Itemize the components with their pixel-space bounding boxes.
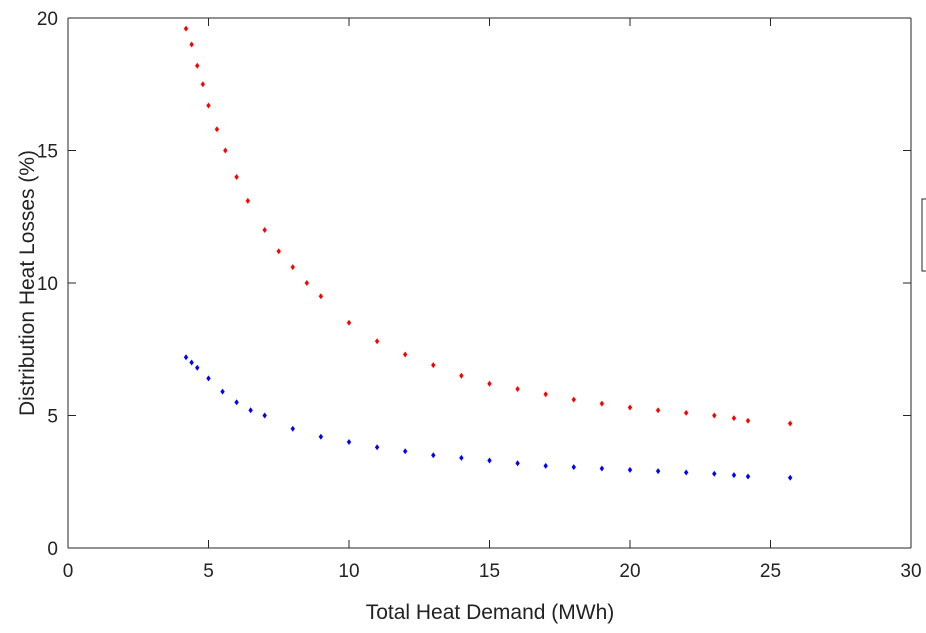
data-point <box>189 41 194 48</box>
data-point <box>403 448 408 455</box>
data-point <box>787 420 793 427</box>
data-point <box>220 388 225 395</box>
data-point <box>318 293 324 300</box>
data-point <box>431 452 436 459</box>
y-tick-label: 15 <box>37 142 58 163</box>
data-point <box>712 470 717 477</box>
data-point <box>234 399 239 406</box>
data-point <box>487 380 492 387</box>
data-point <box>346 319 352 326</box>
y-tick-label: 10 <box>37 274 58 295</box>
data-points <box>183 25 793 481</box>
data-point <box>200 81 206 88</box>
data-point <box>234 174 239 180</box>
data-point <box>248 407 253 414</box>
data-point <box>459 372 464 379</box>
data-point <box>515 460 520 467</box>
x-tick-label: 20 <box>619 561 640 582</box>
data-point <box>189 359 194 366</box>
y-tick-label: 20 <box>37 9 58 30</box>
series-0 <box>183 25 793 427</box>
data-point <box>276 248 281 255</box>
data-point <box>543 391 548 398</box>
data-point <box>206 375 211 382</box>
data-point <box>290 425 295 432</box>
data-point <box>431 362 436 369</box>
x-tick-label: 5 <box>203 561 214 582</box>
data-point <box>183 25 189 32</box>
data-point <box>195 364 200 371</box>
data-point <box>684 469 689 476</box>
data-point <box>543 462 548 469</box>
data-point <box>183 354 189 361</box>
x-axis-title: Total Heat Demand (MWh) <box>366 601 615 624</box>
data-point <box>262 412 267 419</box>
data-point <box>571 396 576 403</box>
data-point <box>515 386 520 392</box>
x-tick-label: 15 <box>479 561 500 582</box>
y-tick-label: 5 <box>47 407 58 428</box>
x-tick-label: 30 <box>900 561 921 582</box>
data-point <box>787 474 793 481</box>
data-point <box>655 468 661 475</box>
data-point <box>731 415 737 422</box>
data-point <box>318 433 324 440</box>
data-point <box>374 444 380 451</box>
data-point <box>403 351 408 358</box>
x-tick-label: 10 <box>338 561 359 582</box>
data-point <box>745 473 751 480</box>
data-point <box>599 400 605 407</box>
data-point <box>223 147 228 154</box>
data-point <box>599 465 605 472</box>
tick-labels: 0 5 10 15 20 25 30 0 5 10 15 20 <box>37 9 922 582</box>
data-point <box>627 404 633 411</box>
data-point <box>655 407 661 414</box>
axis-ticks <box>67 17 912 549</box>
data-point <box>304 280 310 286</box>
data-point <box>245 197 251 204</box>
data-point <box>346 439 352 445</box>
data-point <box>712 412 717 419</box>
data-point <box>745 417 751 424</box>
x-tick-label: 0 <box>63 561 74 582</box>
series-1 <box>183 354 793 481</box>
legend-box-clipped <box>921 198 926 272</box>
data-point <box>374 338 380 345</box>
data-point <box>627 466 633 473</box>
data-point <box>731 472 737 479</box>
data-point <box>684 409 689 416</box>
data-point <box>571 464 576 471</box>
data-point <box>214 126 220 133</box>
data-point <box>459 454 464 461</box>
y-axis-title: Distribution Heat Losses (%) <box>16 150 39 416</box>
y-tick-label: 0 <box>47 539 58 560</box>
data-point <box>487 457 492 464</box>
data-point <box>195 62 200 69</box>
data-point <box>206 102 211 109</box>
x-tick-label: 25 <box>760 561 781 582</box>
data-point <box>290 264 295 271</box>
data-point <box>262 227 267 233</box>
